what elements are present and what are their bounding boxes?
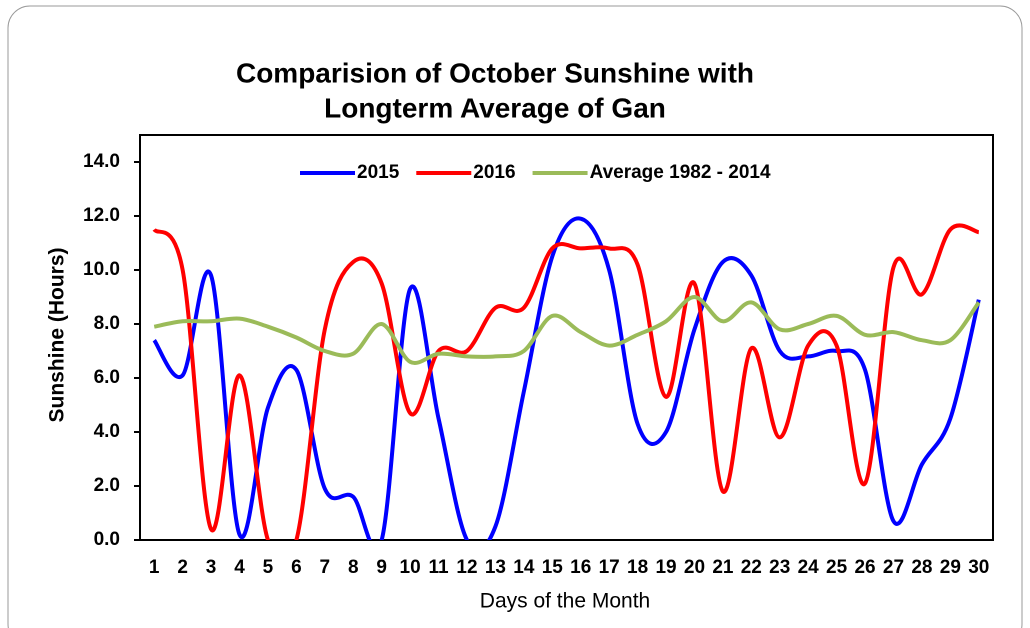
x-tick-label: 19 [655,557,676,578]
frame [7,5,1023,628]
x-tick-label: 16 [570,557,591,578]
legend-label: 2015 [357,162,400,183]
y-tick-label: 10.0 [83,259,120,280]
x-tick-label: 29 [940,557,961,578]
x-tick-label: 9 [376,557,387,578]
legend-label: Average 1982 - 2014 [590,162,771,183]
series-line [152,223,980,540]
chart-subtitle: Longterm Average of Gan [324,92,666,123]
chart-title: Comparision of October Sunshine with [236,57,754,88]
x-tick-label: 6 [291,557,302,578]
x-tick-label: 8 [348,557,359,578]
x-tick-label: 2 [177,557,188,578]
x-tick-label: 25 [826,557,848,578]
y-tick-label: 8.0 [94,313,120,334]
series-line [153,294,981,365]
y-tick-label: 4.0 [94,421,120,442]
x-tick-label: 13 [485,557,506,578]
x-tick-label: 27 [883,557,904,578]
x-tick-label: 22 [741,557,762,578]
x-tick-label: 1 [149,557,160,578]
x-tick-label: 11 [429,557,450,578]
y-axis-label: Sunshine (Hours) [46,247,69,422]
x-tick-label: 23 [769,557,790,578]
x-tick-label: 18 [627,557,648,578]
x-tick-label: 28 [911,557,932,578]
x-tick-label: 12 [456,557,477,578]
x-tick-label: 30 [968,557,989,578]
y-tick-label: 12.0 [83,205,120,226]
x-tick-label: 20 [684,557,705,578]
x-tick-label: 24 [798,557,820,578]
y-tick-label: 6.0 [94,367,120,388]
x-tick-label: 14 [513,557,535,578]
x-axis-label: Days of the Month [480,590,650,613]
legend-label: 2016 [473,162,515,183]
y-tick-label: 0.0 [94,529,120,550]
x-tick-label: 3 [206,557,217,578]
x-tick-label: 10 [400,557,421,578]
x-tick-label: 26 [854,557,875,578]
x-tick-label: 17 [599,557,620,578]
x-tick-label: 5 [263,557,274,578]
x-tick-label: 7 [320,557,331,578]
y-tick-label: 14.0 [83,151,120,172]
x-tick-label: 4 [234,557,245,578]
y-tick-label: 2.0 [94,475,120,496]
x-tick-label: 15 [542,557,564,578]
plot-frame [139,134,994,541]
x-tick-label: 21 [712,557,734,578]
